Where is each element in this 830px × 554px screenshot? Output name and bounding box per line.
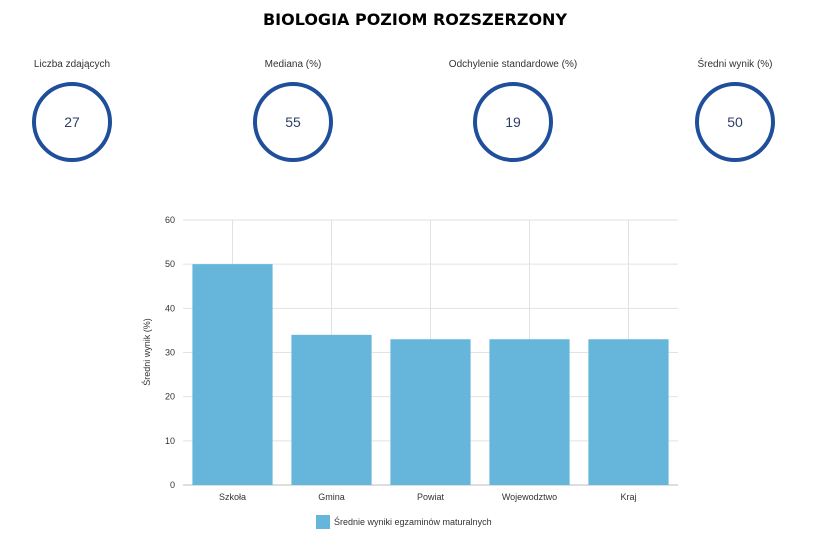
stat-std-dev: Odchylenie standardowe (%) 19 [413, 58, 613, 162]
x-tick-label: Kraj [620, 492, 636, 502]
bar-1 [192, 264, 273, 485]
y-axis-label: Średni wynik (%) [141, 318, 152, 386]
label-layer: 0 10 20 30 40 50 60 Szkoła Gmina Powiat Wojewodztw… [165, 215, 637, 502]
stat-value: 55 [285, 114, 301, 130]
y-tick-label: 50 [165, 259, 175, 269]
page-title: BIOLOGIA POZIOM ROZSZERZONY [262, 10, 568, 29]
stat-label: Średni wynik (%) [697, 59, 773, 70]
stat-circle: 55 [253, 82, 333, 162]
stat-label: Mediana (%) [264, 59, 322, 70]
y-tick-label: 20 [165, 392, 175, 402]
stat-value: 27 [64, 114, 80, 130]
legend-label: Średnie wyniki egzaminów maturalnych [334, 517, 492, 527]
bar-3 [390, 339, 471, 485]
legend-swatch [316, 515, 330, 529]
stat-circle: 27 [32, 82, 112, 162]
stat-label: Liczba zdających [33, 59, 111, 70]
stat-count: Liczba zdających 27 [0, 58, 172, 162]
stat-median: Mediana (%) 55 [193, 58, 393, 162]
bar-4 [489, 339, 570, 485]
x-tick-label: Szkoła [219, 492, 246, 502]
x-tick-label: Gmina [318, 492, 345, 502]
chart-legend: Średnie wyniki egzaminów maturalnych [316, 515, 492, 529]
x-tick-label: Wojewodztwo [502, 492, 557, 502]
bar-layer [192, 264, 669, 485]
y-tick-label: 0 [170, 480, 175, 490]
stat-circle: 50 [695, 82, 775, 162]
y-tick-label: 40 [165, 303, 175, 313]
stat-label: Odchylenie standardowe (%) [448, 59, 578, 70]
bar-5 [588, 339, 669, 485]
stat-circle: 19 [473, 82, 553, 162]
x-tick-label: Powiat [417, 492, 445, 502]
stat-value: 50 [727, 114, 743, 130]
y-tick-label: 60 [165, 215, 175, 225]
y-tick-label: 10 [165, 436, 175, 446]
stat-value: 19 [505, 114, 521, 130]
y-tick-label: 30 [165, 348, 175, 358]
bar-2 [291, 334, 372, 485]
stat-average: Średni wynik (%) 50 [635, 58, 830, 162]
